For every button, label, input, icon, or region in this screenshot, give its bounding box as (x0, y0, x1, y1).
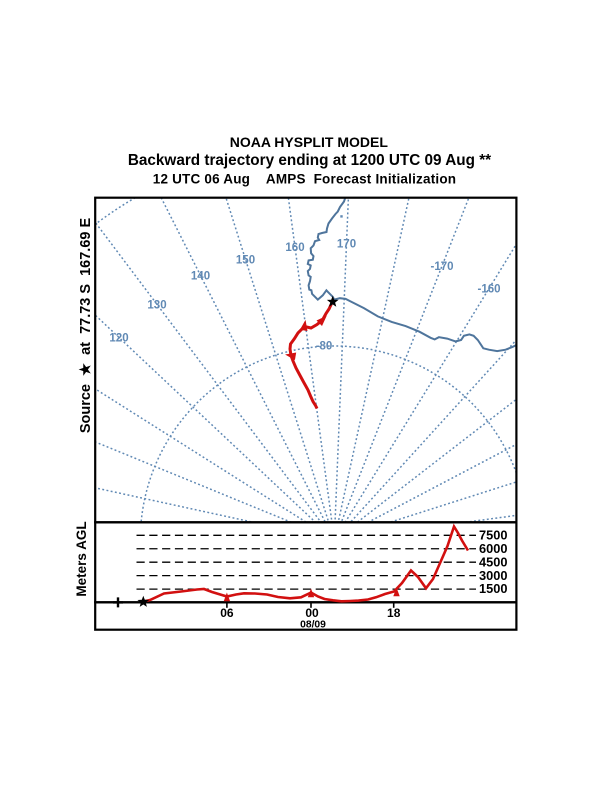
svg-text:18: 18 (387, 606, 401, 620)
svg-text:120: 120 (109, 333, 128, 345)
svg-text:08/09: 08/09 (300, 620, 326, 631)
svg-text:3000: 3000 (479, 568, 507, 583)
svg-text:-170: -170 (430, 261, 453, 273)
svg-text:12 UTC 06 Aug AMPS Forecas: 12 UTC 06 Aug AMPS Forecast Initializati… (153, 172, 457, 187)
svg-text:Meters AGL: Meters AGL (74, 521, 89, 596)
svg-text:6000: 6000 (479, 541, 507, 556)
svg-text:-160: -160 (477, 284, 500, 296)
svg-text:160: 160 (285, 242, 304, 254)
svg-text:4500: 4500 (479, 554, 507, 569)
svg-text:150: 150 (236, 255, 255, 267)
svg-text:140: 140 (191, 271, 210, 283)
svg-text:Backward trajectory ending at: Backward trajectory ending at 1200 UTC 0… (128, 152, 491, 169)
svg-text:-80: -80 (316, 341, 333, 353)
svg-text:00: 00 (305, 606, 319, 620)
svg-text:06: 06 (220, 606, 234, 620)
svg-text:130: 130 (147, 300, 166, 312)
svg-text:Source ★ at 77.73 S 167.69: Source ★ at 77.73 S 167.69 E (78, 218, 94, 434)
svg-text:170: 170 (337, 239, 356, 251)
svg-text:1500: 1500 (479, 581, 507, 596)
svg-text:NOAA HYSPLIT MODEL: NOAA HYSPLIT MODEL (230, 134, 389, 150)
svg-text:7500: 7500 (479, 527, 507, 542)
